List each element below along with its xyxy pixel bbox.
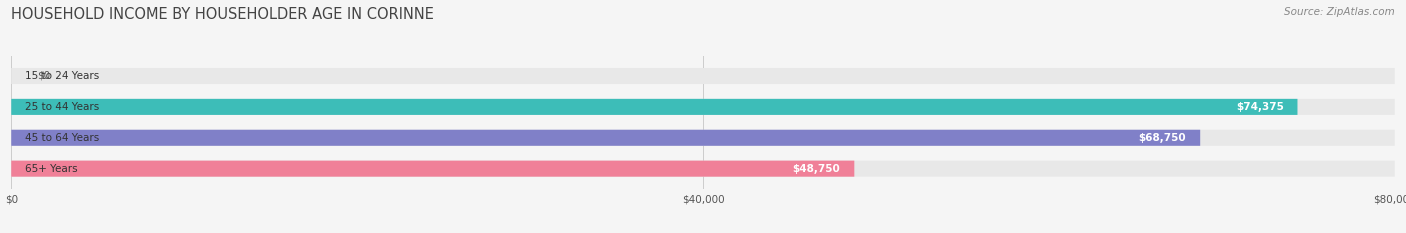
FancyBboxPatch shape — [11, 161, 1395, 177]
FancyBboxPatch shape — [11, 130, 1201, 146]
FancyBboxPatch shape — [11, 161, 855, 177]
FancyBboxPatch shape — [11, 68, 1395, 84]
Text: $74,375: $74,375 — [1236, 102, 1284, 112]
FancyBboxPatch shape — [11, 130, 1395, 146]
Text: 15 to 24 Years: 15 to 24 Years — [25, 71, 100, 81]
Text: HOUSEHOLD INCOME BY HOUSEHOLDER AGE IN CORINNE: HOUSEHOLD INCOME BY HOUSEHOLDER AGE IN C… — [11, 7, 434, 22]
Text: 65+ Years: 65+ Years — [25, 164, 77, 174]
Text: $68,750: $68,750 — [1139, 133, 1187, 143]
FancyBboxPatch shape — [11, 99, 1298, 115]
Text: $48,750: $48,750 — [793, 164, 841, 174]
Text: 45 to 64 Years: 45 to 64 Years — [25, 133, 100, 143]
Text: 25 to 44 Years: 25 to 44 Years — [25, 102, 100, 112]
FancyBboxPatch shape — [11, 99, 1395, 115]
Text: $0: $0 — [37, 71, 51, 81]
Text: Source: ZipAtlas.com: Source: ZipAtlas.com — [1284, 7, 1395, 17]
